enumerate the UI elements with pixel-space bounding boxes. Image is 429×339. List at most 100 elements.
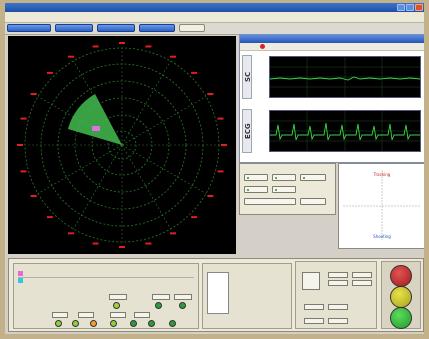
bearing-tick: [217, 170, 224, 173]
parameters-group: [202, 263, 292, 329]
action-button[interactable]: [304, 304, 324, 310]
action-button[interactable]: [352, 272, 372, 278]
sc-x-ticks: [269, 97, 419, 103]
status-button[interactable]: [174, 294, 192, 300]
control-button-1[interactable]: [244, 174, 268, 181]
toolbar-button-2[interactable]: [55, 24, 93, 32]
action-button[interactable]: [328, 318, 348, 324]
close-button[interactable]: [415, 4, 423, 11]
bearing-tick: [92, 242, 99, 245]
status-led: [130, 320, 137, 327]
toolbar-button-3[interactable]: [97, 24, 135, 32]
bearing-tick: [46, 216, 53, 219]
ecg-waveform: [270, 111, 420, 151]
bearing-tick: [17, 144, 23, 146]
traffic-light-panel: [381, 261, 421, 329]
menu-bar: [5, 12, 424, 23]
radar-spoke: [121, 144, 171, 230]
bearing-tick: [191, 216, 198, 219]
radar-target-marker[interactable]: [92, 126, 100, 131]
status-led: [72, 320, 79, 327]
control-button-4[interactable]: [244, 186, 268, 193]
action-button[interactable]: [328, 280, 348, 286]
bearing-tick: [30, 93, 37, 95]
status-led: [148, 320, 155, 327]
control-button-7[interactable]: [300, 198, 326, 205]
toolbar-button-5[interactable]: [179, 24, 205, 32]
status-button[interactable]: [78, 312, 94, 318]
status-led: [110, 320, 117, 327]
radar-bearing-ticks: [17, 42, 227, 248]
radar-display[interactable]: [8, 36, 236, 254]
acquisition-toolbar: [240, 43, 424, 51]
sc-waveform-plot[interactable]: [269, 56, 421, 98]
indicator-icon: [275, 189, 277, 191]
green-light-icon: [390, 307, 412, 329]
bearing-tick: [207, 195, 214, 197]
action-button[interactable]: [328, 272, 348, 278]
indicator-icon: [247, 189, 249, 191]
radar-spokes: [25, 48, 219, 242]
action-button[interactable]: [352, 280, 372, 286]
bearing-tick: [145, 45, 152, 48]
radar-spoke: [121, 60, 171, 146]
bearing-tick: [119, 246, 125, 248]
plot-top-label: Tracking: [373, 172, 391, 177]
bearing-tick: [217, 117, 224, 120]
status-panel: [8, 258, 424, 332]
radar-sweep-sector: [68, 94, 122, 145]
tracking-axes: Tracking Shooting: [343, 170, 421, 240]
radar-spoke: [73, 144, 123, 230]
minimize-button[interactable]: [397, 4, 405, 11]
legend-group: [13, 263, 199, 329]
control-button-3[interactable]: [300, 174, 326, 181]
toolbar-button-4[interactable]: [139, 24, 175, 32]
action-button-large[interactable]: [302, 272, 320, 290]
status-led: [169, 320, 176, 327]
ecg-waveform-plot[interactable]: [269, 110, 421, 152]
status-button[interactable]: [110, 312, 126, 318]
sc-signal-line: [269, 76, 421, 81]
ecg-channel-tag: ECG: [242, 109, 252, 153]
bearing-tick: [68, 55, 74, 58]
control-button-6[interactable]: [244, 198, 296, 205]
radar-scope: [17, 42, 227, 248]
ecg-signal-panel: ECG: [242, 107, 421, 159]
bearing-tick: [119, 42, 125, 44]
color-swatch: [18, 278, 23, 283]
red-light-icon: [390, 265, 412, 287]
value-list[interactable]: [207, 272, 229, 314]
action-button[interactable]: [328, 304, 348, 310]
control-button-2[interactable]: [272, 174, 296, 181]
bearing-tick: [170, 55, 176, 58]
status-led: [113, 302, 120, 309]
yellow-light-icon: [390, 286, 412, 308]
indicator-icon: [303, 177, 305, 179]
control-panel: [239, 163, 336, 215]
status-button[interactable]: [152, 294, 170, 300]
status-led: [90, 320, 97, 327]
status-led: [155, 302, 162, 309]
bearing-tick: [20, 117, 27, 120]
toolbar-button-1[interactable]: [7, 24, 51, 32]
acquisition-window: SC: [239, 34, 424, 163]
tracking-plot[interactable]: Tracking Shooting: [338, 163, 424, 249]
toolbar: [5, 23, 424, 35]
status-button[interactable]: [109, 294, 127, 300]
record-icon[interactable]: [260, 44, 265, 49]
sc-signal-panel: SC: [242, 53, 421, 105]
action-button[interactable]: [304, 318, 324, 324]
bearing-tick: [207, 93, 214, 95]
status-button[interactable]: [52, 312, 68, 318]
divider: [18, 277, 194, 278]
bearing-tick: [30, 195, 37, 197]
control-button-5[interactable]: [272, 186, 296, 193]
bearing-tick: [92, 45, 99, 48]
indicator-icon: [247, 177, 249, 179]
ecg-y-ticks: [254, 109, 268, 153]
status-button[interactable]: [134, 312, 150, 318]
maximize-button[interactable]: [406, 4, 414, 11]
application-window: SC: [5, 3, 424, 334]
bearing-tick: [145, 242, 152, 245]
status-led: [55, 320, 62, 327]
